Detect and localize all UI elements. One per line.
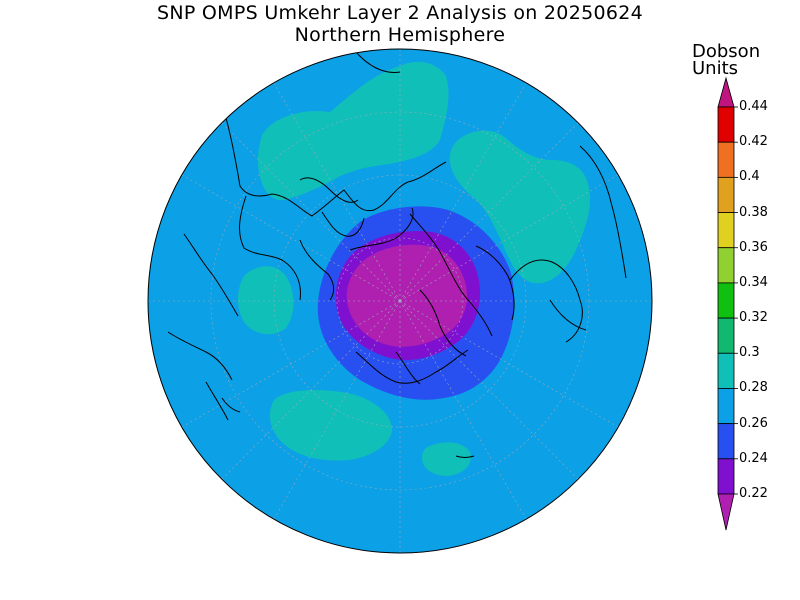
colorbar-bin: [717, 212, 735, 249]
graticule: [148, 49, 652, 553]
colorbar-bin: [717, 141, 735, 178]
contour-patch-small: [422, 442, 471, 476]
colorbar-bin: [717, 176, 735, 213]
colorbar-tick-label: 0.38: [739, 204, 768, 220]
colorbar-units-line1: Dobson: [692, 41, 761, 62]
colorbar-tick-label: 0.28: [739, 380, 768, 396]
colorbar-tick-label: 0.34: [739, 274, 768, 290]
colorbar-bin: [717, 352, 735, 389]
colorbar-bin: [717, 282, 735, 319]
colorbar-tick-label: 0.3: [739, 345, 760, 361]
contour-patch-siberia: [449, 130, 591, 284]
coastlines: [167, 51, 627, 458]
colorbar-bin: [717, 106, 735, 143]
colorbar-tick-label: 0.24: [739, 450, 768, 466]
colorbar-units-line2: Units: [692, 58, 739, 79]
contour-patch-pacific: [269, 390, 392, 461]
colorbar-bin: [717, 423, 735, 460]
colorbar-underflow-triangle: [717, 493, 735, 531]
colorbar-bin: [717, 317, 735, 354]
colorbar-tick-label: 0.22: [739, 486, 768, 501]
colorbar-bin: [717, 458, 735, 495]
colorbar-tick-label: 0.32: [739, 310, 768, 326]
contour-patch-atlantic: [238, 266, 294, 335]
colorbar-tick-label: 0.26: [739, 415, 768, 431]
contour-patch-north-america: [258, 61, 449, 201]
colorbar-tick-label: 0.42: [739, 134, 768, 150]
colorbar-overflow-triangle: [717, 76, 735, 108]
colorbar: [717, 76, 738, 531]
colorbar-tick-label: 0.44: [739, 99, 768, 114]
contour-polar-core: [346, 244, 468, 347]
map-subtitle: Northern Hemisphere: [294, 24, 506, 46]
colorbar-bin: [717, 247, 735, 284]
globe-outline: [147, 48, 653, 554]
colorbar-tick-label: 0.4: [739, 169, 760, 185]
colorbar-tick-label: 0.36: [739, 239, 768, 255]
map-title: SNP OMPS Umkehr Layer 2 Analysis on 2025…: [156, 2, 644, 24]
colorbar-bin: [717, 388, 735, 425]
